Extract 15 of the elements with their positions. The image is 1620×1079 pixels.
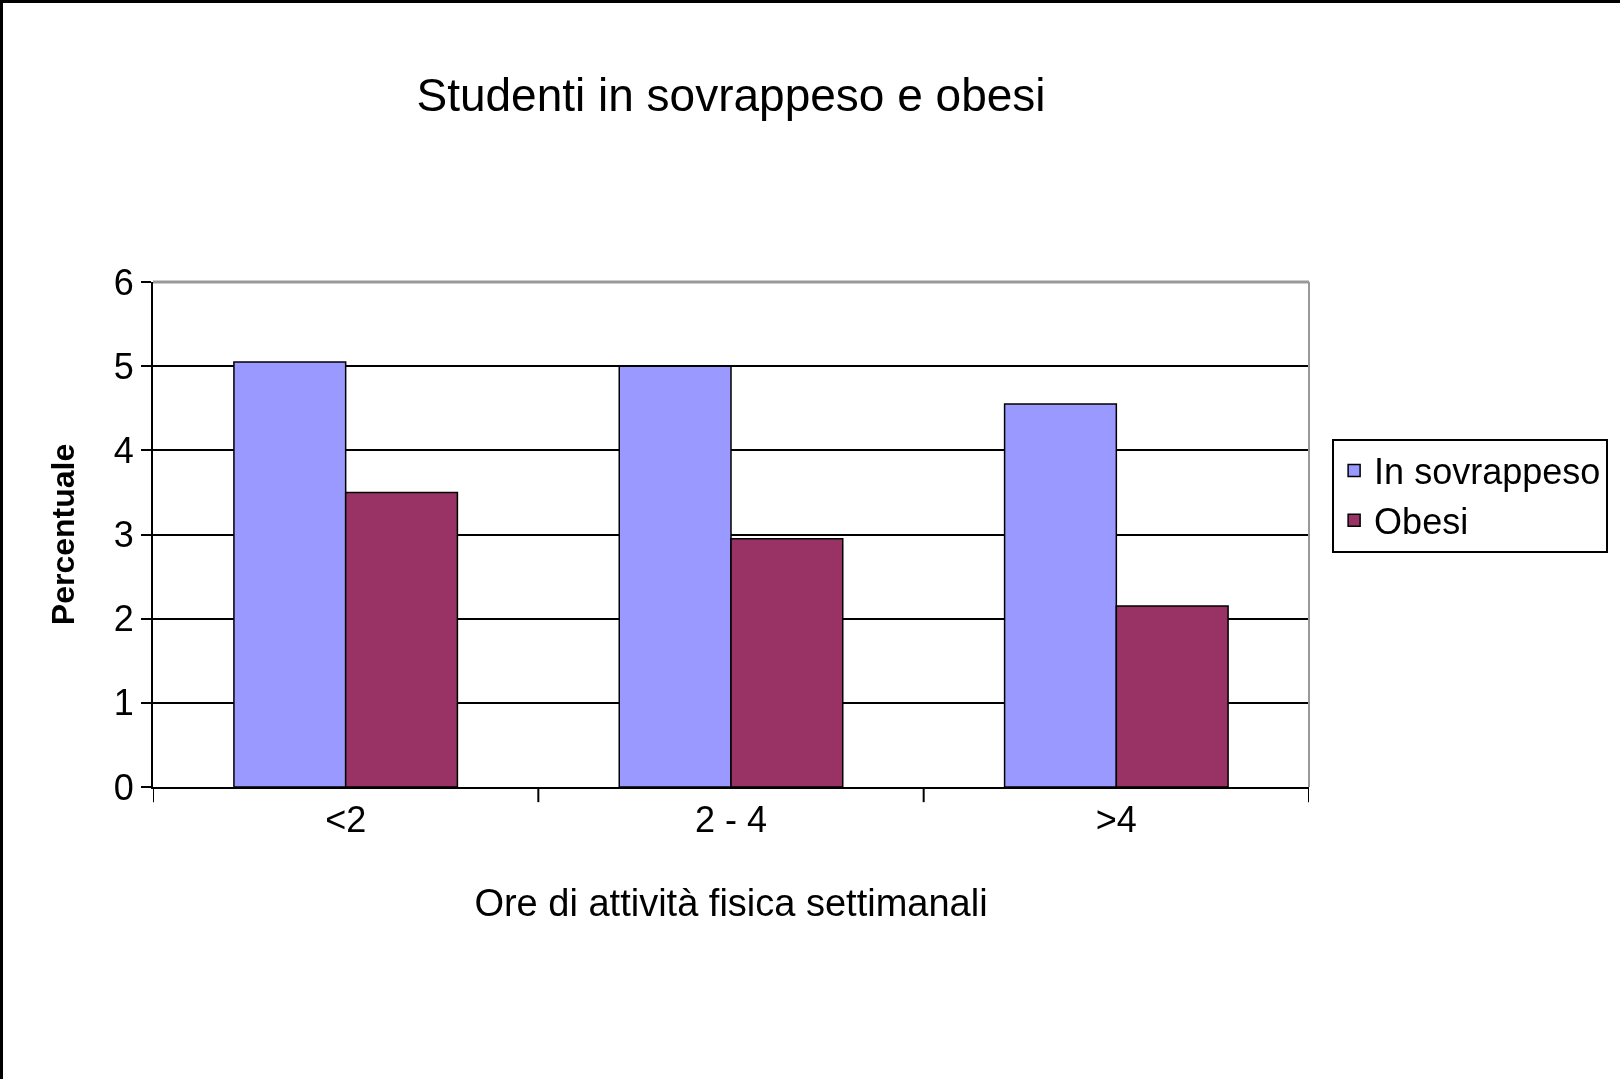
y-tick-label: 6 xyxy=(113,261,134,303)
y-axis-title: Percentuale xyxy=(44,443,81,626)
y-tick-label: 3 xyxy=(113,514,134,556)
legend-label: In sovrappeso xyxy=(1374,451,1601,493)
y-tick-label: 4 xyxy=(113,429,134,471)
y-tick-label: 2 xyxy=(113,598,134,640)
legend-label: Obesi xyxy=(1374,501,1469,543)
x-axis-title: Ore di attività fisica settimanali xyxy=(474,881,988,924)
y-tick-label: 1 xyxy=(113,682,134,724)
y-tick-label: 0 xyxy=(113,766,134,808)
x-tick-label: <2 xyxy=(325,799,367,841)
y-tick-label: 5 xyxy=(113,345,134,387)
x-tick-label: 2 - 4 xyxy=(694,799,768,841)
chart-title: Studenti in sovrappeso e obesi xyxy=(416,68,1046,121)
x-tick-label: >4 xyxy=(1095,799,1137,841)
